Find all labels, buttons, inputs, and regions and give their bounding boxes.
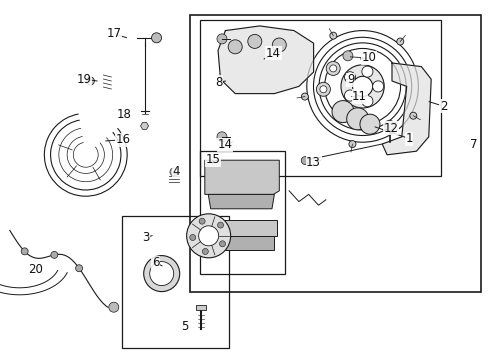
Circle shape [385,120,394,130]
Circle shape [344,72,356,83]
Circle shape [144,256,180,292]
Text: 13: 13 [306,156,321,169]
Circle shape [248,35,262,48]
Circle shape [397,38,404,45]
Circle shape [199,218,205,224]
Circle shape [362,96,373,107]
Bar [200,20,441,176]
Circle shape [109,302,119,312]
Text: 14: 14 [218,138,233,151]
Text: 15: 15 [205,153,220,166]
Circle shape [301,93,308,100]
Polygon shape [211,220,277,236]
Circle shape [151,33,162,43]
Polygon shape [382,63,431,155]
Text: 20: 20 [28,263,43,276]
Bar [122,216,229,348]
Circle shape [187,214,231,258]
Circle shape [170,168,178,176]
Circle shape [320,86,327,93]
Circle shape [190,234,196,240]
Circle shape [217,34,227,44]
Circle shape [202,248,208,255]
Text: 3: 3 [142,231,150,244]
Circle shape [360,114,380,134]
Polygon shape [218,26,314,94]
Text: 19: 19 [77,73,92,86]
Circle shape [220,241,225,247]
Circle shape [330,32,337,39]
Circle shape [198,226,219,246]
Text: 18: 18 [117,108,132,121]
Circle shape [352,76,373,96]
Text: 1: 1 [405,132,413,145]
Circle shape [301,157,309,165]
Circle shape [217,132,227,142]
Circle shape [272,38,286,52]
Circle shape [150,262,173,285]
Circle shape [362,66,373,77]
Circle shape [86,77,95,85]
Bar [196,305,206,310]
Text: 9: 9 [347,73,355,86]
Circle shape [326,62,340,75]
Circle shape [344,90,356,101]
Polygon shape [205,160,279,194]
Circle shape [372,81,384,92]
Text: 6: 6 [152,256,160,269]
Text: 16: 16 [116,133,131,146]
Text: 11: 11 [352,90,367,103]
Polygon shape [213,236,274,250]
Circle shape [330,65,337,72]
Text: 7: 7 [469,138,477,150]
Circle shape [347,108,368,130]
Bar [190,15,481,292]
Text: 14: 14 [266,47,281,60]
Text: 12: 12 [384,122,398,135]
Bar [200,151,285,274]
Circle shape [349,141,356,148]
Text: 8: 8 [215,76,222,89]
Text: 4: 4 [172,165,180,178]
Circle shape [75,265,83,272]
Polygon shape [141,122,148,129]
Circle shape [51,251,58,258]
Text: 10: 10 [362,51,377,64]
Text: 17: 17 [106,27,121,40]
Circle shape [21,248,28,255]
Circle shape [332,100,354,123]
Text: 2: 2 [440,100,447,113]
Polygon shape [208,194,274,209]
Circle shape [341,65,384,108]
Circle shape [218,222,223,228]
Circle shape [228,40,242,54]
Circle shape [410,112,417,119]
Circle shape [343,51,353,61]
Circle shape [317,82,330,96]
Text: 5: 5 [181,320,189,333]
